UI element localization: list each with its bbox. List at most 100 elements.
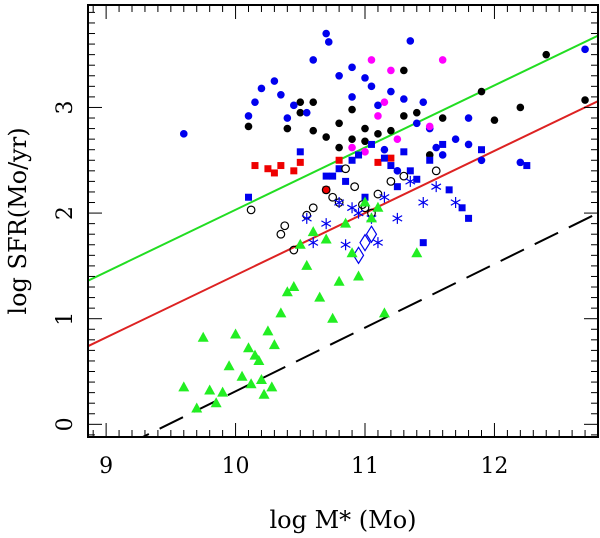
x-tick-label: 12 bbox=[480, 454, 508, 479]
blue-filled-circles-point bbox=[387, 87, 395, 96]
blue-filled-squares-point bbox=[413, 175, 421, 183]
black-filled-circles-point bbox=[400, 66, 408, 75]
blue-filled-squares-point bbox=[245, 193, 253, 201]
black-filled-circles-point bbox=[387, 126, 395, 135]
red-filled-squares-point bbox=[387, 154, 395, 162]
black-filled-circles-point bbox=[283, 124, 292, 133]
green-triangles-point bbox=[191, 402, 203, 413]
x-axis-label: log M* (Mo) bbox=[269, 506, 416, 534]
magenta-filled-circles-point bbox=[387, 66, 395, 75]
blue-filled-squares-point bbox=[445, 186, 453, 194]
blue-filled-circles-point bbox=[374, 101, 382, 110]
green-triangles-point bbox=[245, 378, 257, 389]
data-points bbox=[178, 29, 589, 413]
magenta-filled-circles-point bbox=[380, 98, 389, 106]
green-triangles-point bbox=[217, 386, 229, 397]
blue-filled-squares-point bbox=[380, 154, 388, 162]
magenta-filled-circles-point bbox=[367, 56, 376, 64]
green-triangles-point bbox=[236, 370, 248, 381]
blue-asterisks-point bbox=[372, 237, 384, 249]
black-open-circles-point bbox=[399, 171, 409, 181]
green-triangles-point bbox=[178, 381, 190, 392]
blue-filled-circles-point bbox=[283, 114, 292, 122]
blue-filled-circles-point bbox=[464, 140, 473, 149]
blue-filled-circles-point bbox=[451, 135, 460, 143]
black-filled-circles-point bbox=[516, 103, 525, 112]
plot-frame bbox=[87, 4, 599, 438]
dashed-fit-line bbox=[140, 212, 598, 437]
blue-filled-circles-point bbox=[419, 98, 428, 106]
green-triangles-point bbox=[275, 307, 287, 318]
x-tick-label: 11 bbox=[351, 454, 379, 479]
green-triangles-point bbox=[210, 397, 222, 408]
blue-filled-circles-point bbox=[477, 156, 486, 165]
black-filled-circles-point bbox=[477, 87, 486, 96]
red-filled-squares-point bbox=[270, 169, 278, 177]
blue-filled-squares-point bbox=[367, 140, 375, 148]
green-triangles-point bbox=[359, 196, 371, 207]
black-open-circles-point bbox=[373, 189, 383, 199]
green-triangles-point bbox=[204, 384, 216, 395]
blue-filled-circles-point bbox=[277, 90, 285, 99]
blue-filled-circles-point bbox=[406, 37, 415, 45]
blue-filled-circles-point bbox=[361, 74, 369, 82]
blue-filled-circles-point bbox=[335, 71, 343, 80]
blue-filled-squares-point bbox=[296, 148, 304, 156]
blue-filled-squares-point bbox=[322, 172, 330, 180]
x-tick-label: 9 bbox=[99, 454, 113, 479]
black-open-circles-point bbox=[321, 185, 331, 195]
blue-filled-squares-point bbox=[426, 156, 434, 164]
blue-filled-circles-point bbox=[412, 119, 421, 128]
blue-filled-circles-point bbox=[270, 77, 279, 85]
black-filled-circles-point bbox=[581, 96, 589, 104]
red-filled-squares-point bbox=[296, 158, 304, 166]
green-triangles-point bbox=[346, 247, 358, 258]
black-filled-circles-point bbox=[244, 122, 253, 131]
green-triangles-point bbox=[353, 270, 365, 281]
green-triangles-point bbox=[327, 312, 339, 323]
blue-filled-circles-point bbox=[348, 93, 356, 101]
black-filled-circles-point bbox=[361, 137, 369, 146]
blue-filled-squares-point bbox=[400, 148, 408, 156]
blue-asterisks-point bbox=[334, 197, 345, 209]
green-triangles-point bbox=[294, 238, 306, 249]
black-filled-circles-point bbox=[438, 114, 447, 122]
blue-filled-squares-point bbox=[406, 167, 414, 175]
blue-filled-squares-point bbox=[342, 177, 350, 185]
blue-asterisks-point bbox=[301, 212, 312, 224]
blue-filled-circles-point bbox=[348, 63, 356, 72]
blue-filled-squares-point bbox=[439, 140, 447, 148]
black-open-circles-point bbox=[289, 245, 299, 255]
blue-filled-circles-point bbox=[432, 143, 440, 152]
blue-asterisks-point bbox=[405, 175, 416, 187]
red-filled-squares-point bbox=[264, 165, 272, 173]
blue-filled-squares-point bbox=[478, 146, 486, 154]
black-filled-circles-point bbox=[348, 135, 356, 143]
red-filled-squares-point bbox=[277, 162, 285, 170]
blue-asterisks-point bbox=[379, 191, 390, 203]
green-triangles-point bbox=[266, 381, 278, 392]
blue-filled-circles-point bbox=[438, 151, 447, 159]
x-tick-label: 10 bbox=[222, 454, 250, 479]
black-open-circles-point bbox=[386, 176, 396, 186]
black-open-circles-point bbox=[341, 164, 350, 174]
green-triangles-point bbox=[333, 275, 345, 286]
y-axis-label: log SFR(Mo/yr) bbox=[4, 127, 32, 314]
y-tick-label: 3 bbox=[53, 100, 78, 114]
blue-filled-squares-point bbox=[465, 214, 473, 222]
black-filled-circles-point bbox=[412, 108, 421, 117]
green-triangles-point bbox=[223, 360, 235, 371]
blue-asterisks-point bbox=[431, 181, 442, 193]
green-triangles-point bbox=[301, 259, 313, 270]
green-triangles-point bbox=[307, 226, 319, 237]
black-open-circles-point bbox=[431, 166, 441, 176]
red-filled-squares-point bbox=[335, 156, 343, 164]
blue-asterisks-point bbox=[418, 197, 429, 209]
magenta-filled-circles-point bbox=[438, 56, 447, 64]
blue-filled-squares-point bbox=[348, 156, 356, 164]
blue-filled-circles-point bbox=[516, 158, 525, 167]
blue-open-diamonds-point bbox=[365, 225, 378, 244]
blue-asterisks-point bbox=[346, 202, 358, 214]
blue-asterisks-point bbox=[340, 239, 351, 251]
